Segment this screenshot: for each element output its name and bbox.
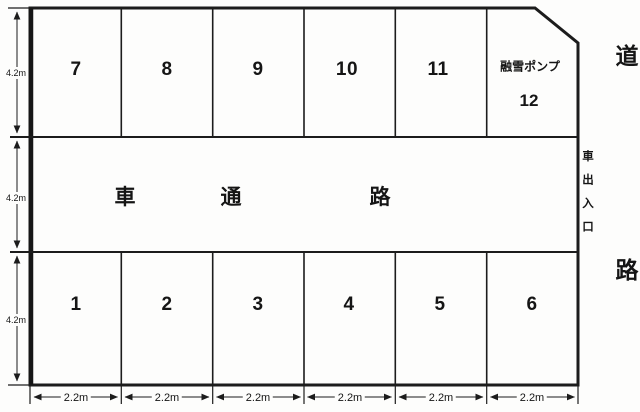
space-label-2: 2 [161, 294, 173, 315]
driveway-char-2: 通 [220, 186, 242, 209]
space-label-4: 4 [343, 294, 355, 315]
road-label-bottom: 路 [615, 257, 639, 283]
dim-label-col4: 2.2m [334, 392, 366, 404]
space-label-3: 3 [252, 294, 264, 315]
dim-label-row3: 4.2m [4, 314, 28, 326]
car-entrance-exit-label: 車出入口 [581, 150, 593, 244]
road-label-top: 道 [615, 43, 639, 69]
space-label-5: 5 [434, 294, 446, 315]
space-label-9: 9 [252, 59, 264, 80]
driveway-char-3: 路 [369, 186, 391, 209]
snow-melt-pump-label: 融雪ポンプ [500, 59, 560, 74]
space-label-12: 12 [519, 91, 539, 110]
dim-label-row2: 4.2m [4, 192, 28, 204]
space-label-10: 10 [335, 59, 359, 80]
space-label-1: 1 [70, 294, 82, 315]
space-label-6: 6 [526, 294, 538, 315]
dim-label-col3: 2.2m [242, 392, 274, 404]
dim-label-col6: 2.2m [516, 392, 548, 404]
dim-label-row1: 4.2m [4, 67, 28, 79]
dim-label-col1: 2.2m [60, 392, 92, 404]
space-label-7: 7 [70, 59, 82, 80]
space-label-8: 8 [161, 59, 173, 80]
driveway-char-1: 車 [114, 186, 136, 209]
dim-label-col2: 2.2m [151, 392, 183, 404]
space-label-11: 11 [427, 59, 449, 80]
dim-label-col5: 2.2m [425, 392, 457, 404]
